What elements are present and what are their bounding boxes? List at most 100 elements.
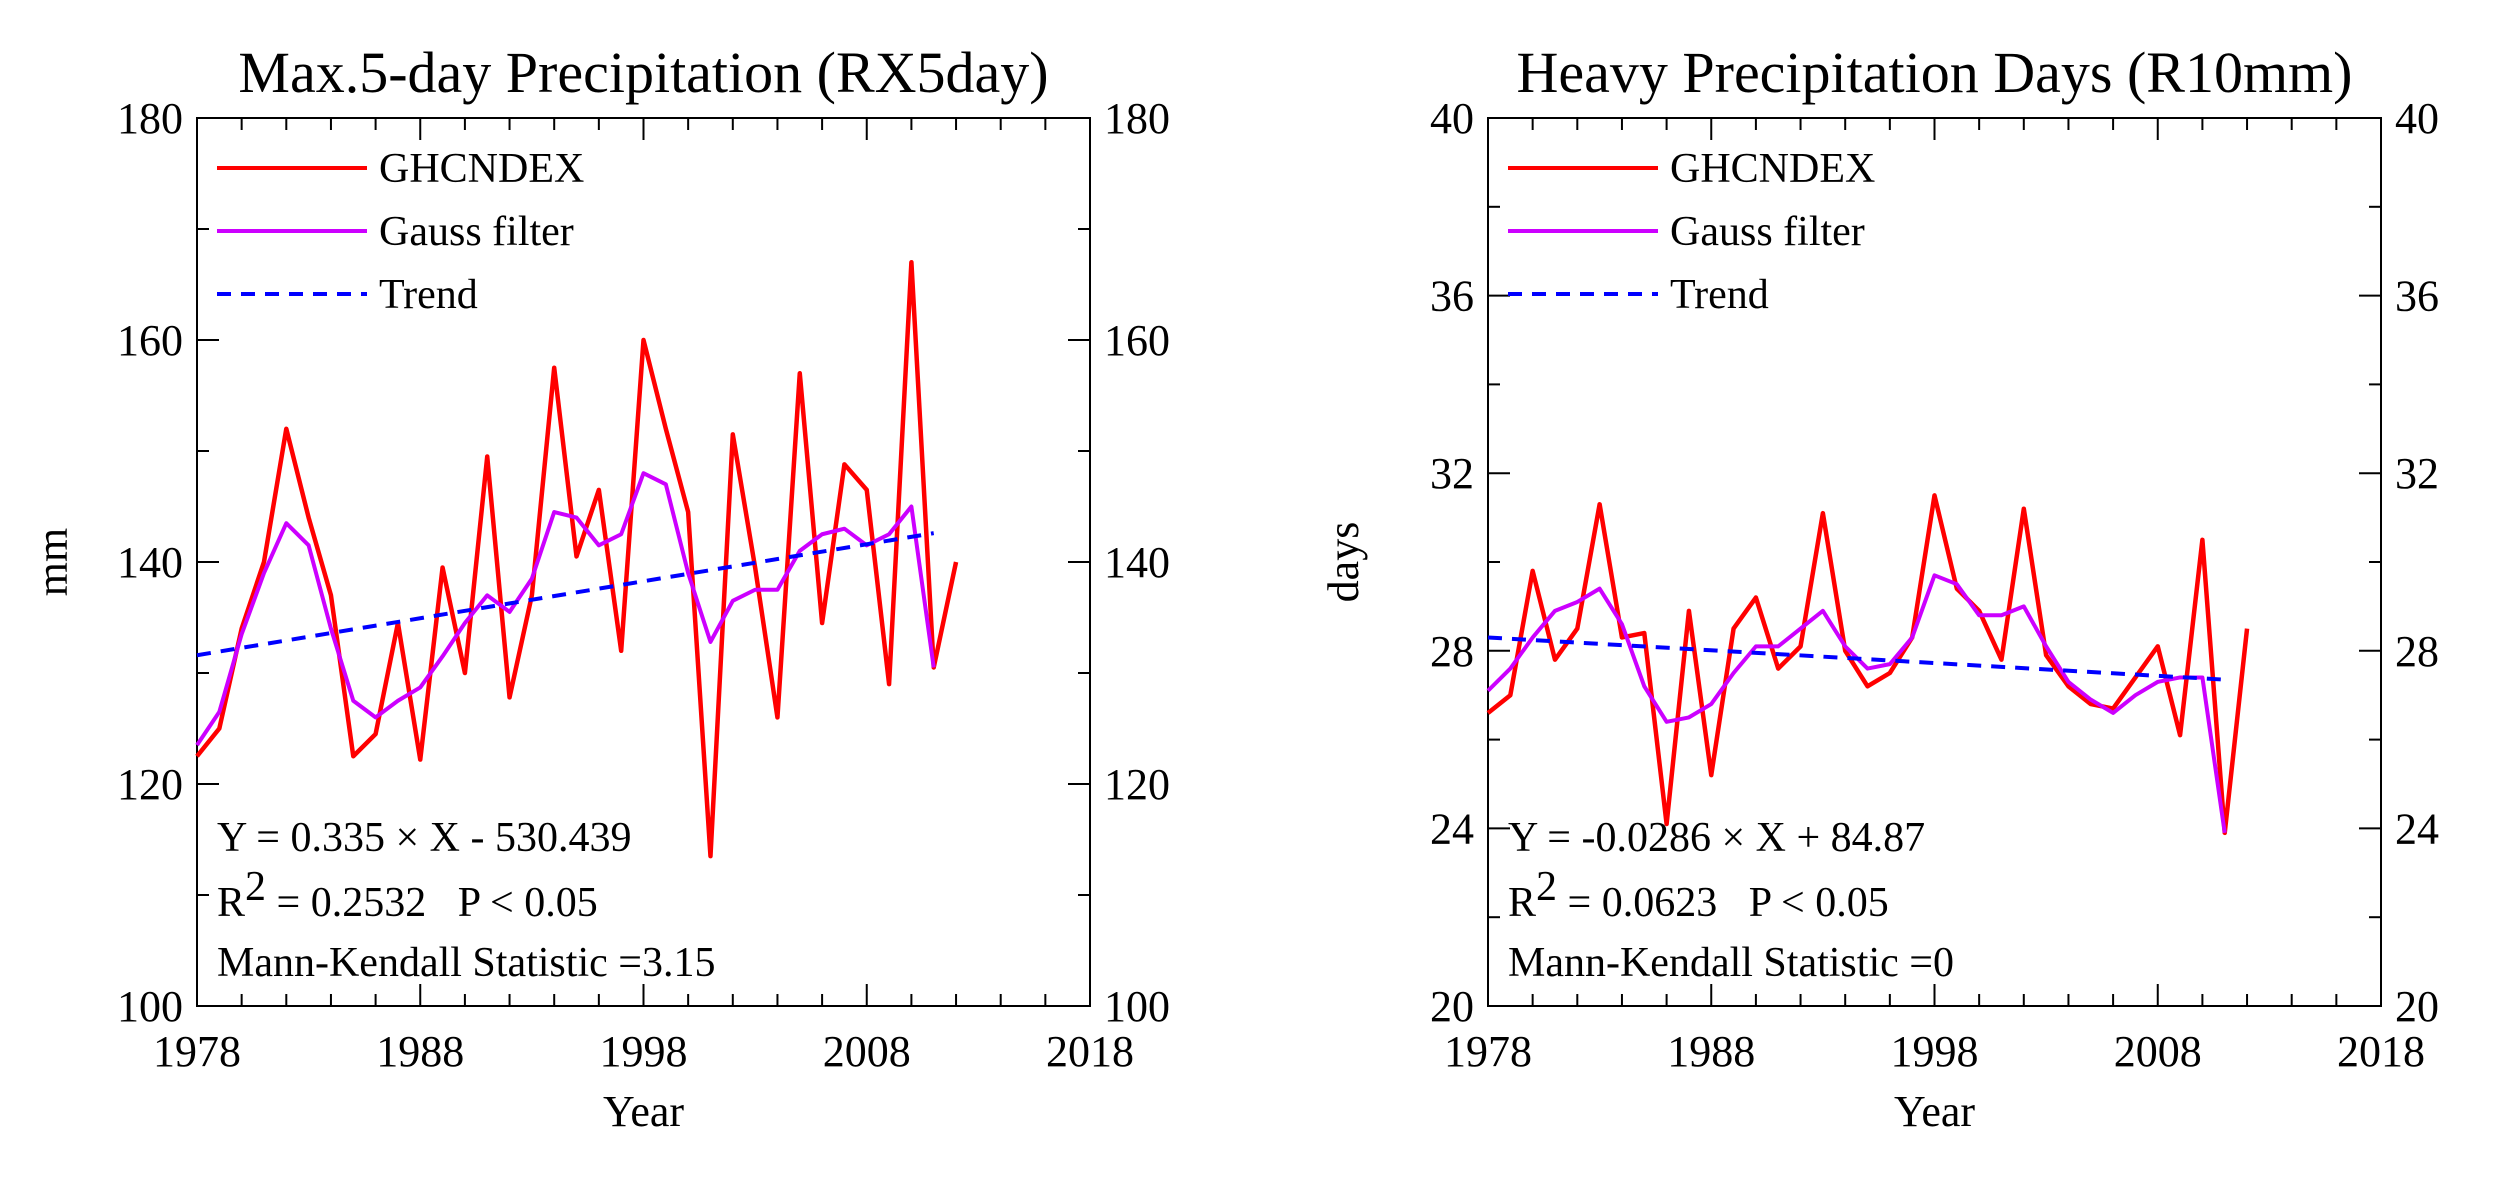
data-point-gauss-filter [2066,680,2070,684]
y-tick-label-left: 20 [1430,982,1474,1031]
y-tick-label-right: 20 [2395,982,2439,1031]
data-point-gauss-filter [2178,675,2182,679]
legend-ghcndex-label: GHCNDEX [1670,146,1875,192]
data-point-ghcndex [1508,693,1512,697]
r-squared-value: = 0.0623 P < 0.05 [1557,880,1889,926]
data-point-ghcndex [396,621,400,625]
data-point-ghcndex [284,427,288,431]
y-tick-label-right: 120 [1104,760,1170,809]
y-tick-label-right: 24 [2395,804,2439,853]
data-point-gauss-filter [1665,720,1669,724]
y-tick-label-left: 140 [117,538,183,587]
data-point-gauss-filter [1486,689,1490,693]
data-point-ghcndex [2245,627,2249,631]
data-point-ghcndex [1776,667,1780,671]
data-point-ghcndex [1531,569,1535,573]
data-point-gauss-filter [887,532,891,536]
data-point-gauss-filter [575,516,579,520]
data-point-ghcndex [1598,502,1602,506]
data-point-gauss-filter [1709,702,1713,706]
data-point-ghcndex [865,488,869,492]
y-tick-label-right: 160 [1104,316,1170,365]
y-tick-label-left: 32 [1430,449,1474,498]
r-squared-prefix: R [217,880,245,926]
data-point-ghcndex [195,754,199,758]
data-point-ghcndex [463,671,467,675]
data-point-gauss-filter [508,610,512,614]
data-point-ghcndex [2089,702,2093,706]
y-tick-label-right: 36 [2395,272,2439,321]
chart-legend: GHCNDEX Gauss filter Trend [217,146,584,318]
data-point-gauss-filter [1888,662,1892,666]
chart-panel-2: Heavy Precipitation Days (R10mm) 20 20 24 2 4… [1319,40,2439,1136]
data-point-gauss-filter [775,588,779,592]
y-tick-label-left: 40 [1430,94,1474,143]
data-point-ghcndex [1754,596,1758,600]
y-tick-label-right: 140 [1104,538,1170,587]
data-point-ghcndex [552,366,556,370]
data-point-gauss-filter [1955,582,1959,586]
data-point-gauss-filter [642,471,646,475]
data-point-gauss-filter [2044,644,2048,648]
chart-title: Max.5-day Precipitation (RX5day) [238,40,1048,105]
data-point-gauss-filter [284,521,288,525]
legend-trend-label: Trend [1670,272,1769,318]
r-squared-text: R2 = 0.2532 P < 0.05 [217,864,598,926]
chart-title: Heavy Precipitation Days (R10mm) [1517,40,2353,105]
data-point-ghcndex [530,593,534,597]
data-point-gauss-filter [1687,715,1691,719]
data-point-ghcndex [307,516,311,520]
data-point-gauss-filter [396,699,400,703]
data-point-ghcndex [374,732,378,736]
x-axis-label: Year [1894,1087,1975,1136]
r-squared-prefix: R [1508,880,1536,926]
data-point-ghcndex [2022,507,2026,511]
data-point-gauss-filter [1754,644,1758,648]
data-point-ghcndex [485,455,489,459]
data-point-gauss-filter [798,549,802,553]
data-point-gauss-filter [2111,711,2115,715]
mann-kendall-statistic: Mann-Kendall Statistic =0 [1508,940,1954,986]
y-tick-label-left: 100 [117,982,183,1031]
x-tick-label: 1988 [1667,1027,1755,1076]
data-point-ghcndex [708,854,712,858]
data-point-gauss-filter [418,685,422,689]
legend-gauss-filter-label: Gauss filter [379,209,574,255]
data-point-ghcndex [329,593,333,597]
x-tick-label: 2018 [2337,1027,2425,1076]
data-point-gauss-filter [842,527,846,531]
data-point-gauss-filter [351,699,355,703]
data-point-ghcndex [1486,711,1490,715]
data-point-gauss-filter [2022,604,2026,608]
x-tick-label: 2018 [1046,1027,1134,1076]
data-point-ghcndex [1553,658,1557,662]
data-point-gauss-filter [485,593,489,597]
y-tick-label-right: 40 [2395,94,2439,143]
data-point-ghcndex [1575,627,1579,631]
series-line-gauss-filter [195,471,936,747]
data-point-ghcndex [1732,627,1736,631]
data-point-ghcndex [954,560,958,564]
x-tick-label: 2008 [2114,1027,2202,1076]
data-point-ghcndex [686,510,690,514]
data-point-gauss-filter [1531,635,1535,639]
data-point-gauss-filter [374,715,378,719]
series-line-ghcndex [1486,493,2250,836]
data-point-gauss-filter [664,482,668,486]
data-point-ghcndex [820,621,824,625]
data-point-ghcndex [1821,511,1825,515]
data-point-ghcndex [1799,644,1803,648]
data-point-gauss-filter [909,505,913,509]
r-squared-exponent: 2 [1536,864,1557,910]
data-point-ghcndex [2178,733,2182,737]
data-point-ghcndex [508,695,512,699]
data-point-ghcndex [887,682,891,686]
data-point-ghcndex [642,338,646,342]
y-axis-label: mm [28,528,77,596]
data-point-ghcndex [842,462,846,466]
data-point-ghcndex [1955,587,1959,591]
data-point-ghcndex [619,649,623,653]
data-point-ghcndex [664,427,668,431]
data-point-gauss-filter [1843,644,1847,648]
data-point-gauss-filter [552,510,556,514]
